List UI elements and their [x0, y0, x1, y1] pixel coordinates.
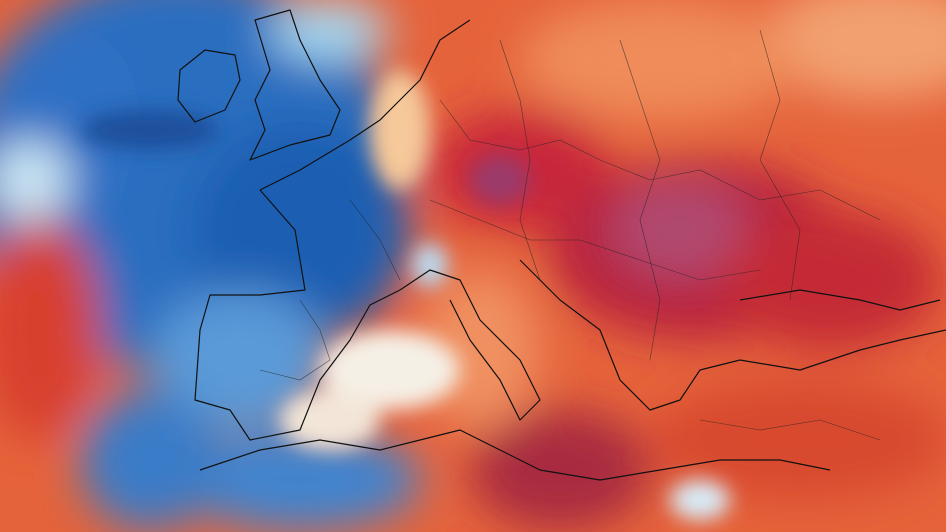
france-north-coast: [259, 19, 471, 191]
borders: [259, 29, 881, 441]
italy-coast: [399, 269, 541, 421]
border: [499, 39, 541, 281]
field-patch: [270, 0, 390, 60]
field-patch: [470, 410, 650, 530]
field-patch: [320, 330, 460, 410]
field-patch: [470, 155, 530, 205]
field-patch: [80, 110, 220, 150]
ireland-coast: [177, 49, 241, 123]
africa-coast: [199, 429, 831, 481]
field-patch: [370, 70, 430, 190]
field-patch: [0, 220, 100, 440]
field-patch: [650, 380, 946, 500]
field-patch: [190, 120, 410, 340]
iberia-coast: [194, 189, 401, 441]
britain-coast: [249, 9, 341, 161]
field-patch: [280, 390, 380, 450]
field-patch: [0, 140, 70, 220]
border: [259, 299, 331, 381]
coastlines: [177, 9, 946, 481]
border: [349, 199, 401, 281]
field-patch: [720, 210, 940, 350]
field-patch: [80, 390, 220, 530]
field-patch: [412, 243, 448, 287]
border: [619, 39, 661, 361]
border: [759, 29, 801, 301]
anomaly-detail: [80, 70, 730, 520]
field-patch: [180, 430, 420, 530]
field-patch: [670, 480, 730, 520]
balkan-coast: [519, 259, 946, 411]
border: [429, 199, 761, 281]
border: [699, 419, 881, 441]
border: [439, 99, 881, 221]
field-patch: [520, 0, 800, 120]
field-patch: [760, 0, 946, 100]
black-sea-coast: [739, 289, 941, 311]
